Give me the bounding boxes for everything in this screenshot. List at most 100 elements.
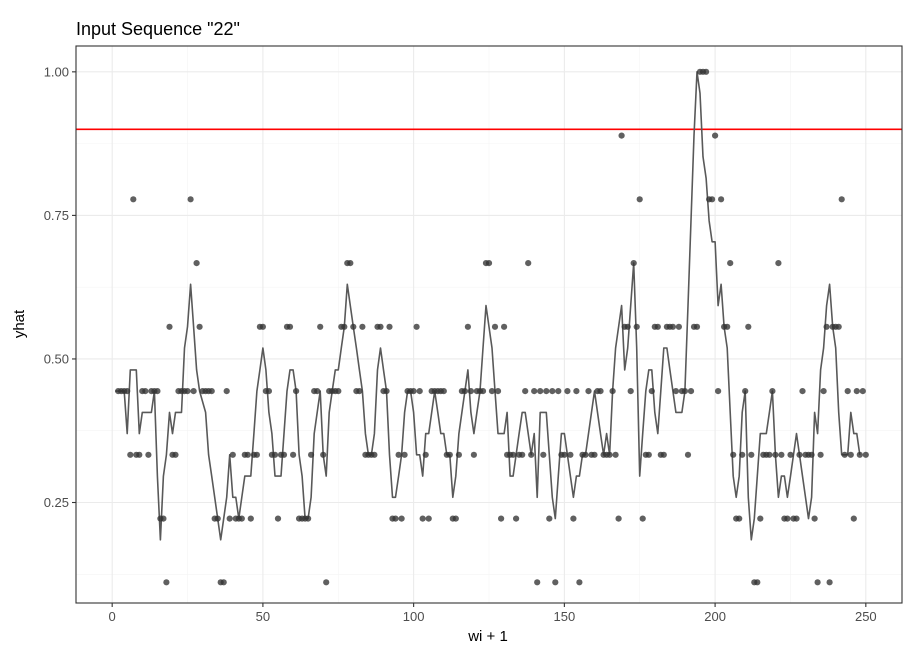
data-point [190, 388, 197, 395]
data-point [552, 579, 559, 586]
data-point [672, 388, 680, 395]
data-point [166, 323, 173, 330]
data-point [488, 388, 496, 395]
data-point [452, 515, 459, 522]
data-point [383, 388, 390, 395]
data-point [163, 579, 170, 586]
data-point [597, 388, 604, 395]
data-point [401, 451, 408, 458]
data-point [359, 323, 366, 330]
data-point [715, 388, 722, 395]
data-point [784, 515, 791, 522]
data-point [531, 388, 538, 395]
data-point [727, 260, 734, 267]
data-point [844, 388, 851, 395]
data-point [323, 579, 330, 586]
data-point [757, 515, 764, 522]
data-point [811, 515, 818, 522]
data-point [196, 323, 203, 330]
data-point [615, 515, 622, 522]
data-point [347, 260, 354, 267]
data-point [455, 451, 462, 458]
data-point [745, 323, 752, 330]
data-point [208, 388, 215, 395]
x-tick-label: 200 [704, 609, 726, 624]
data-point [172, 451, 179, 458]
data-point [718, 196, 725, 203]
data-point [534, 579, 541, 586]
data-point [193, 260, 200, 267]
data-point [606, 451, 613, 458]
data-point [416, 388, 423, 395]
data-point [280, 451, 288, 458]
data-point [247, 515, 254, 522]
data-point [145, 451, 152, 458]
major-gridlines [76, 46, 902, 603]
data-point [154, 388, 161, 395]
data-point [687, 388, 695, 395]
data-point [341, 323, 348, 330]
data-point [748, 451, 755, 458]
x-tick-label: 0 [109, 609, 116, 624]
data-point [591, 451, 598, 458]
data-point [742, 388, 749, 395]
yhat-line [115, 71, 861, 541]
data-point [422, 451, 429, 458]
data-point [419, 515, 426, 522]
data-point [639, 515, 646, 522]
y-tick-label: 1.00 [44, 64, 69, 79]
data-point [618, 132, 625, 139]
data-point [187, 196, 194, 203]
data-point [142, 388, 149, 395]
data-point [675, 323, 683, 330]
data-point [461, 388, 468, 395]
data-point [392, 515, 399, 522]
data-point [253, 451, 260, 458]
data-point [609, 388, 616, 395]
data-point [630, 260, 637, 267]
data-point [585, 388, 592, 395]
data-point [130, 196, 137, 203]
data-point [127, 451, 134, 458]
data-point [265, 388, 272, 395]
x-tick-label: 100 [403, 609, 425, 624]
data-point [223, 388, 230, 395]
data-point [467, 388, 474, 395]
data-point [808, 451, 815, 458]
data-point [724, 323, 731, 330]
data-point [498, 515, 505, 522]
minor-gridlines [76, 46, 902, 603]
data-point [470, 451, 477, 458]
data-point [413, 323, 420, 330]
data-point [335, 388, 342, 395]
data-point [612, 451, 619, 458]
data-point [730, 451, 737, 458]
data-point [525, 260, 532, 267]
y-axis-label: yhat [11, 309, 28, 338]
data-point [766, 451, 773, 458]
data-point [838, 196, 845, 203]
data-point [184, 388, 191, 395]
data-point [290, 451, 297, 458]
data-point [513, 515, 520, 522]
data-point [305, 515, 312, 522]
data-point [259, 323, 266, 330]
data-point [823, 323, 830, 330]
data-point [817, 451, 824, 458]
data-point [546, 515, 553, 522]
data-point [395, 451, 402, 458]
x-axis: 0 50 100 150 200 250 [109, 603, 877, 624]
data-point [820, 388, 827, 395]
data-point [320, 451, 327, 458]
x-tick-label: 50 [256, 609, 270, 624]
data-point [244, 451, 251, 458]
data-point [684, 451, 692, 458]
data-point [229, 451, 236, 458]
data-point [410, 388, 417, 395]
data-point [479, 388, 487, 395]
data-point [522, 388, 529, 395]
data-point [549, 388, 556, 395]
data-point [814, 579, 821, 586]
y-axis: 0.25 0.50 0.75 1.00 [44, 64, 76, 510]
